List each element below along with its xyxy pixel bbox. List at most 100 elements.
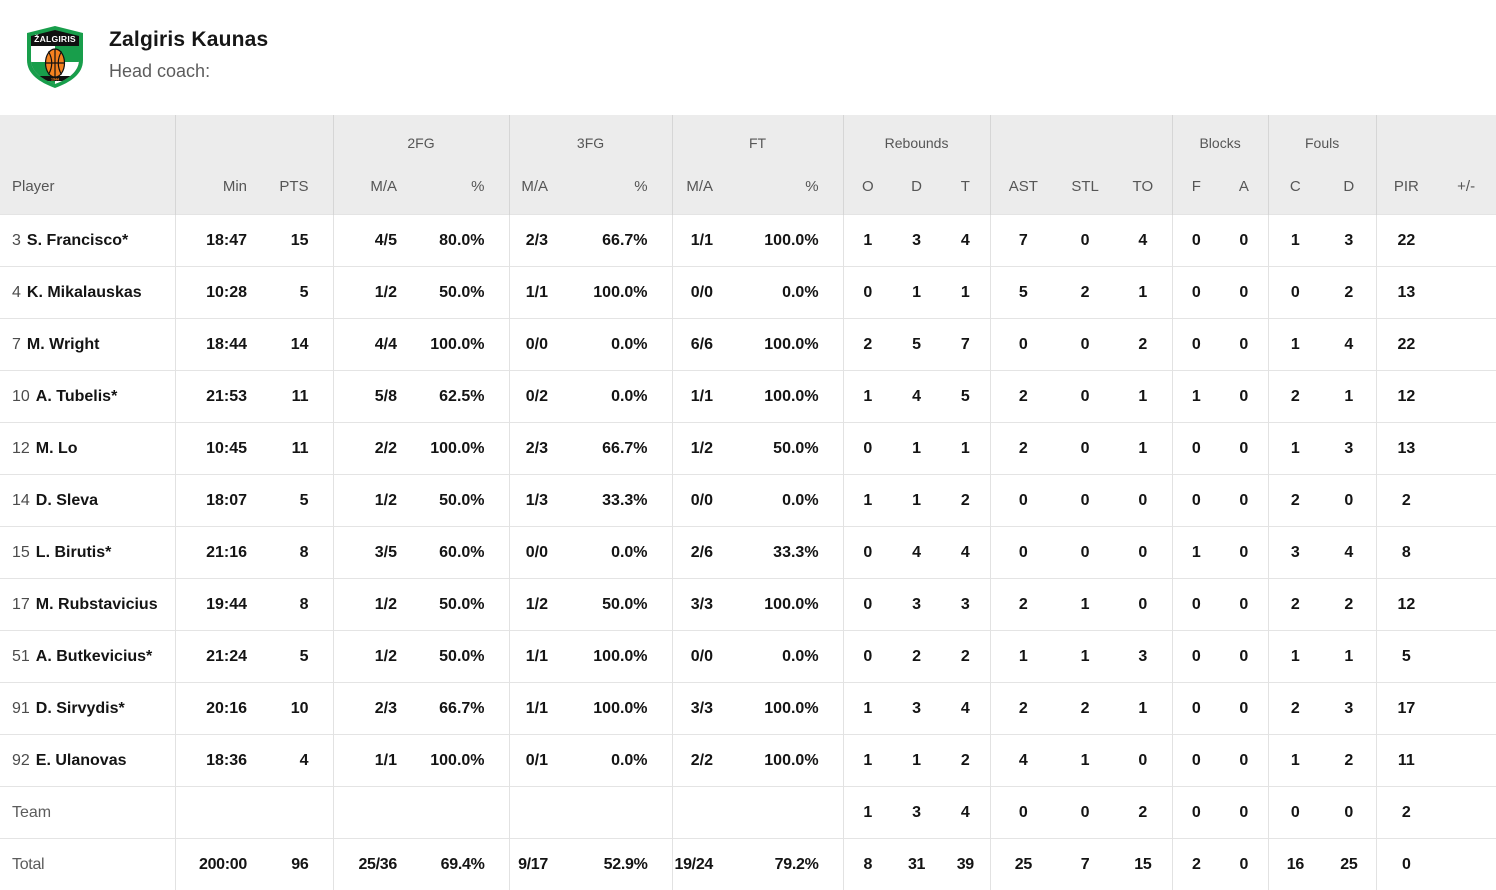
stat-cell: 4: [1114, 215, 1172, 267]
stat-cell: 5: [990, 267, 1056, 319]
stat-cell: 0: [1220, 631, 1268, 683]
stat-cell: 3: [892, 579, 941, 631]
stat-cell: 0: [1220, 215, 1268, 267]
stat-cell: 50.0%: [421, 631, 509, 683]
stat-cell: 100.0%: [421, 423, 509, 475]
jersey-number: 14: [12, 492, 30, 509]
stat-cell: 0: [1056, 215, 1114, 267]
stat-cell: 0: [1172, 423, 1220, 475]
stat-cell: [672, 787, 737, 839]
stat-cell: 0/1: [509, 735, 572, 787]
stat-cell: 6/6: [672, 319, 737, 371]
col-plusminus: +/-: [1436, 164, 1496, 215]
stat-cell: 100.0%: [572, 267, 672, 319]
jersey-number: 92: [12, 752, 30, 769]
stat-cell: 1/2: [672, 423, 737, 475]
stat-cell: 0: [1172, 735, 1220, 787]
stat-cell: [257, 787, 333, 839]
stat-cell: 100.0%: [737, 371, 843, 423]
logo-text: ŽALGIRIS: [34, 33, 76, 44]
stat-cell: 0/2: [509, 371, 572, 423]
stat-cell: 2: [1172, 839, 1220, 890]
stat-cell: 1/1: [509, 267, 572, 319]
stat-cell: 22: [1376, 319, 1436, 371]
stat-cell: 2: [941, 631, 990, 683]
col-3fg-ma: M/A: [509, 164, 572, 215]
stat-cell: 21:24: [175, 631, 257, 683]
stat-cell: 100.0%: [421, 735, 509, 787]
stat-cell: 17: [1376, 683, 1436, 735]
col-reb-o: O: [843, 164, 892, 215]
total-row-label: Total: [12, 856, 44, 873]
jersey-number: 51: [12, 648, 30, 665]
stat-cell: 0.0%: [572, 735, 672, 787]
stat-cell: 21:53: [175, 371, 257, 423]
stat-cell: 11: [1376, 735, 1436, 787]
stat-cell: 25/36: [333, 839, 421, 890]
group-spacer: [175, 115, 333, 164]
stat-cell: 2: [1322, 579, 1376, 631]
stat-cell: 1: [1322, 631, 1376, 683]
stat-cell: 16: [1268, 839, 1322, 890]
stat-cell: 62.5%: [421, 371, 509, 423]
col-pts: PTS: [257, 164, 333, 215]
stat-cell: 0: [990, 787, 1056, 839]
stat-cell: 4: [941, 787, 990, 839]
stat-cell: 0.0%: [737, 631, 843, 683]
stat-cell: 0/0: [509, 527, 572, 579]
player-name: K. Mikalauskas: [27, 284, 142, 301]
stat-cell: 2: [892, 631, 941, 683]
stat-cell: 1: [1268, 735, 1322, 787]
stat-cell: 8: [257, 527, 333, 579]
stat-cell: 80.0%: [421, 215, 509, 267]
col-2fg-ma: M/A: [333, 164, 421, 215]
stat-cell: 13: [1376, 423, 1436, 475]
stat-cell: 100.0%: [737, 735, 843, 787]
stat-cell: 2: [1268, 579, 1322, 631]
stat-cell: 1: [892, 267, 941, 319]
stat-cell: 8: [1376, 527, 1436, 579]
stat-cell: 3: [1114, 631, 1172, 683]
stat-cell: 100.0%: [737, 319, 843, 371]
col-player: Player: [0, 164, 175, 215]
stat-cell: 4/4: [333, 319, 421, 371]
stat-cell: 18:36: [175, 735, 257, 787]
stat-cell: 0: [1220, 371, 1268, 423]
stat-cell: 2: [1322, 267, 1376, 319]
stat-cell: 3: [1322, 683, 1376, 735]
stat-cell: 25: [990, 839, 1056, 890]
stat-cell: 0: [1220, 475, 1268, 527]
stat-cell: 39: [941, 839, 990, 890]
stat-cell: 0: [1268, 787, 1322, 839]
stat-cell: 12: [1376, 371, 1436, 423]
stat-cell: 0: [990, 319, 1056, 371]
stat-cell: 18:44: [175, 319, 257, 371]
stat-cell: 0: [1114, 527, 1172, 579]
stat-cell: 5: [257, 475, 333, 527]
stat-cell: 50.0%: [421, 475, 509, 527]
stat-cell: 1: [843, 787, 892, 839]
stat-cell: [421, 787, 509, 839]
stat-cell: 0/0: [672, 475, 737, 527]
stat-cell: [1436, 267, 1496, 319]
stat-cell: 50.0%: [737, 423, 843, 475]
stat-cell: 0: [1056, 527, 1114, 579]
stat-cell: [1436, 683, 1496, 735]
stat-cell: 66.7%: [572, 215, 672, 267]
stat-cell: 1: [941, 267, 990, 319]
stat-cell: 4: [892, 371, 941, 423]
stat-cell: 4/5: [333, 215, 421, 267]
jersey-number: 15: [12, 544, 30, 561]
stat-cell: 0.0%: [737, 267, 843, 319]
stat-cell: 2: [1114, 787, 1172, 839]
player-name: S. Francisco*: [27, 232, 128, 249]
stat-cell: 2: [1376, 475, 1436, 527]
stat-cell: 60.0%: [421, 527, 509, 579]
stat-cell: 2: [1268, 371, 1322, 423]
